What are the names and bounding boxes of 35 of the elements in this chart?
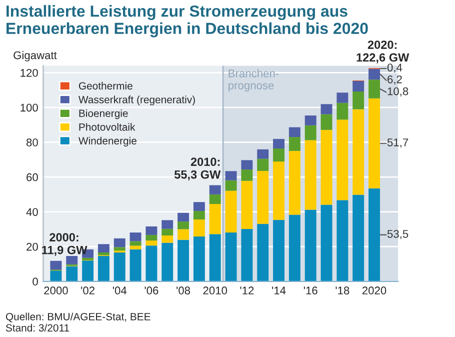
legend-label: Bioenergie	[79, 109, 128, 120]
y-tick-label: 0	[32, 278, 38, 286]
legend-label: Wasserkraft (regenerativ)	[78, 96, 195, 106]
x-tick-label: '02	[81, 286, 94, 294]
y-tick-label: 60	[26, 173, 38, 182]
y-axis-title: Gigawatt	[14, 51, 57, 62]
band-label: Branchen- prognose	[228, 69, 279, 92]
annotation: 2020: 122,6 GW	[356, 40, 410, 64]
x-tick-label: '08	[176, 286, 190, 294]
legend-label: Geothermie	[78, 82, 132, 90]
data-label: 6,2	[388, 75, 402, 85]
data-label: 53,5	[387, 230, 408, 240]
y-tick-label: 80	[26, 138, 38, 146]
data-label: 10,8	[388, 87, 408, 97]
x-tick-label: 2000	[44, 286, 68, 294]
legend-label: Photovoltaik	[79, 123, 136, 131]
y-tick-label: 40	[26, 208, 38, 216]
data-label: 0,4	[387, 64, 402, 73]
y-tick-label: 100	[20, 104, 38, 112]
chart-title: Installierte Leistung zur Stromerzeugung aus Erneuerbaren Energien in Deutschland bis 2020	[6, 5, 368, 38]
x-tick-label: 2010	[203, 286, 228, 294]
x-tick-label: '18	[336, 286, 350, 294]
x-tick-label: '14	[272, 286, 286, 294]
x-tick-label: '16	[304, 286, 318, 294]
x-tick-label: '04	[112, 286, 127, 294]
annotation: 2010: 55,3 GW	[174, 158, 221, 180]
annotation: 2000: 11,9 GW	[42, 233, 88, 256]
x-tick-label: '06	[144, 286, 158, 294]
x-tick-label: 2020	[362, 286, 386, 294]
data-label: 51,7	[387, 138, 408, 148]
y-tick-label: 120	[20, 68, 38, 77]
legend-label: Windenergie	[78, 136, 136, 147]
x-tick-label: '12	[240, 286, 254, 294]
y-tick-label: 20	[26, 242, 38, 251]
source-note: Quellen: BMU/AGEE-Stat, BEE Stand: 3/2011	[6, 312, 150, 332]
